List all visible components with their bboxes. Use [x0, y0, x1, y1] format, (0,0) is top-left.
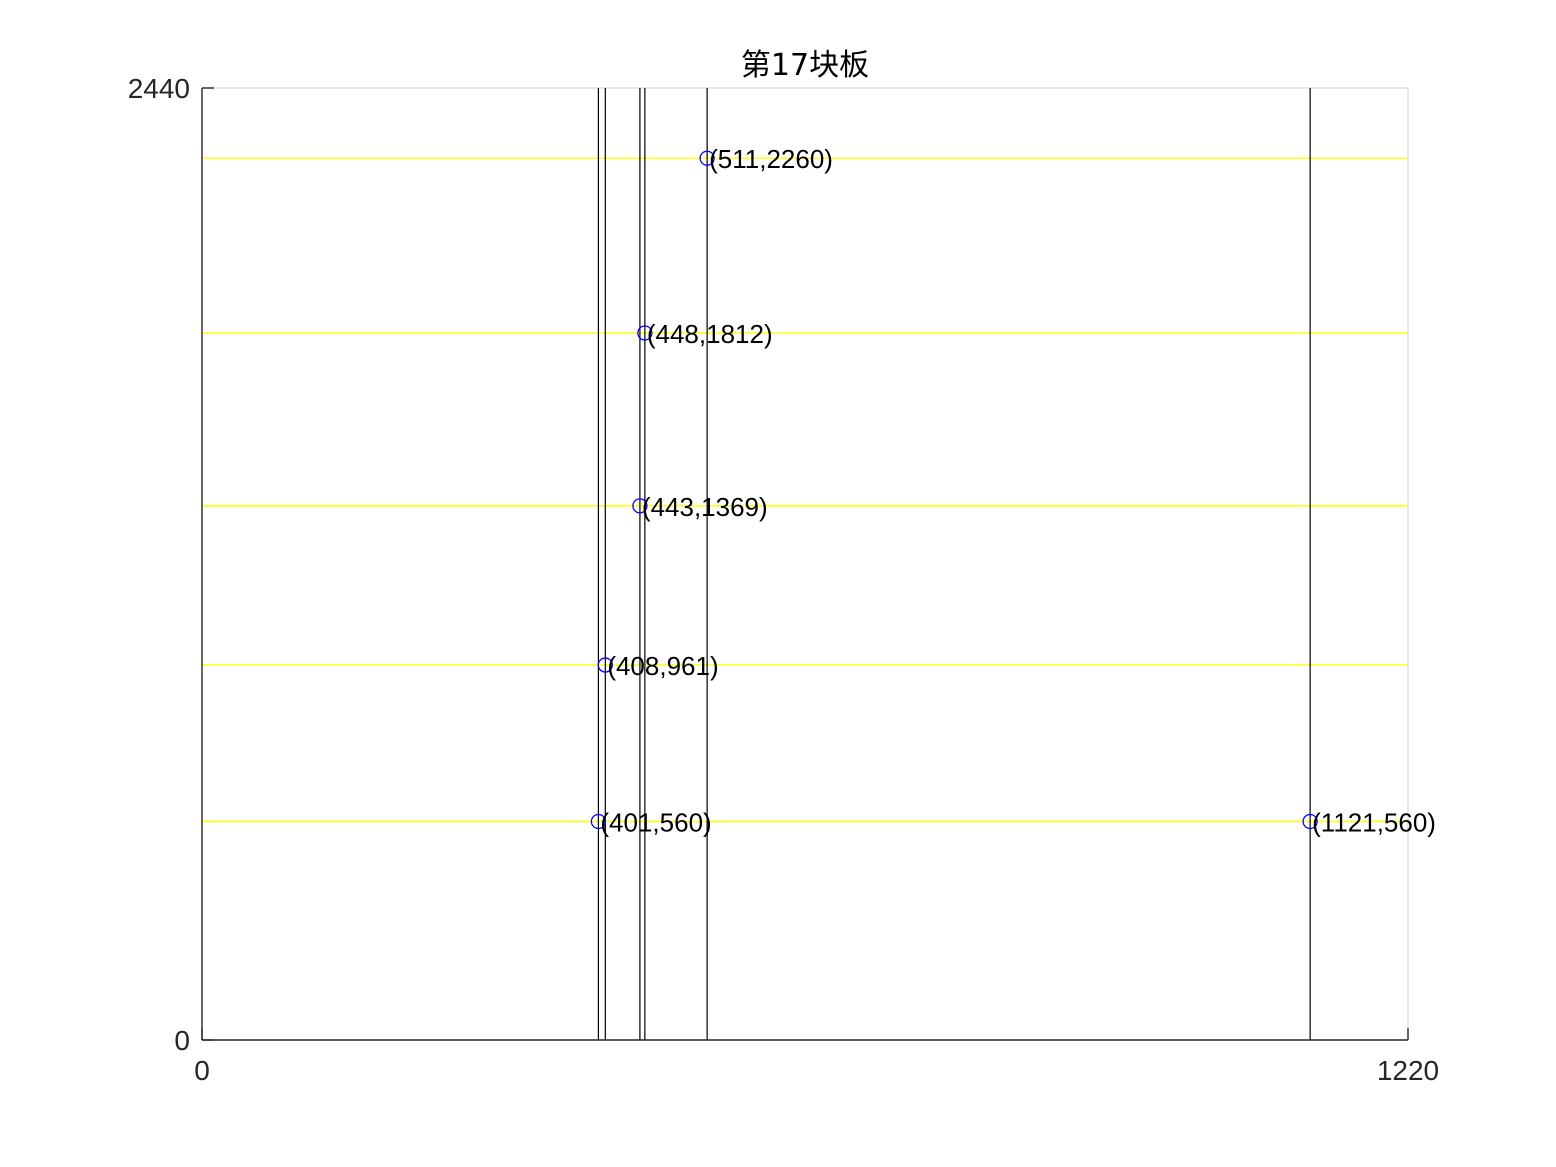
data-point-label: (1121,560): [1312, 808, 1436, 838]
data-point-label: (408,961): [607, 651, 718, 681]
data-point-marker: [699, 150, 715, 166]
x-tick-label: 1220: [1377, 1055, 1439, 1086]
data-point-marker: [637, 325, 653, 341]
data-point-label: (443,1369): [642, 492, 768, 522]
data-point-marker: [597, 657, 613, 673]
data-point-label: (401,560): [600, 808, 711, 838]
data-point-marker: [1302, 813, 1318, 830]
data-point-marker: [632, 498, 648, 514]
chart-title: 第17块板: [741, 48, 869, 83]
data-point-marker: [590, 813, 607, 830]
y-tick-label: 0: [174, 1025, 190, 1056]
y-tick-label: 2440: [128, 73, 190, 104]
plot-area: 0 2440 0 1220 (511,2260) (448,1812) (443,1369)…: [128, 73, 1439, 1086]
data-point-label: (448,1812): [647, 319, 773, 349]
x-tick-label: 0: [194, 1055, 210, 1086]
data-point-label: (511,2260): [709, 144, 833, 174]
